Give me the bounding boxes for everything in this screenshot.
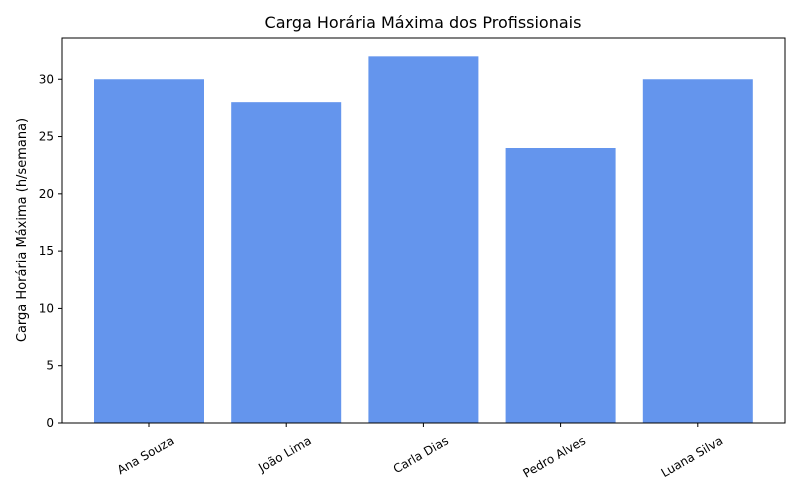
x-tick-label-carla-dias: Carla Dias (391, 433, 451, 476)
x-tick-label-pedro-alves: Pedro Alves (521, 433, 589, 480)
plot-frame (61, 37, 786, 424)
y-tick-label-25: 25 (39, 130, 54, 144)
bar-carla-dias (368, 56, 479, 423)
y-tick-label-30: 30 (39, 72, 54, 86)
bars-group (94, 56, 753, 424)
y-tick-label-15: 15 (39, 244, 54, 258)
y-tick-label-5: 5 (46, 359, 54, 373)
x-tick-label-luana-silva: Luana Silva (659, 433, 726, 480)
chart-title: Carga Horária Máxima dos Profissionais (265, 13, 582, 32)
x-tick-label-ana-souza: Ana Souza (115, 433, 177, 477)
y-axis-label: Carga Horária Máxima (h/semana) (15, 118, 30, 342)
x-axis-ticks: Ana Souza João Lima Carla Dias Pedro Alves L… (115, 423, 726, 481)
y-tick-label-20: 20 (39, 187, 54, 201)
bar-pedro-alves (505, 148, 616, 423)
bar-joao-lima (231, 102, 342, 424)
bar-ana-souza (94, 79, 204, 423)
bar-luana-silva (642, 79, 753, 423)
y-axis-ticks: 0 5 10 15 20 25 30 (39, 72, 62, 430)
x-tick-label-joao-lima: João Lima (255, 433, 313, 475)
y-tick-label-10: 10 (39, 301, 54, 315)
y-tick-label-0: 0 (46, 416, 54, 430)
